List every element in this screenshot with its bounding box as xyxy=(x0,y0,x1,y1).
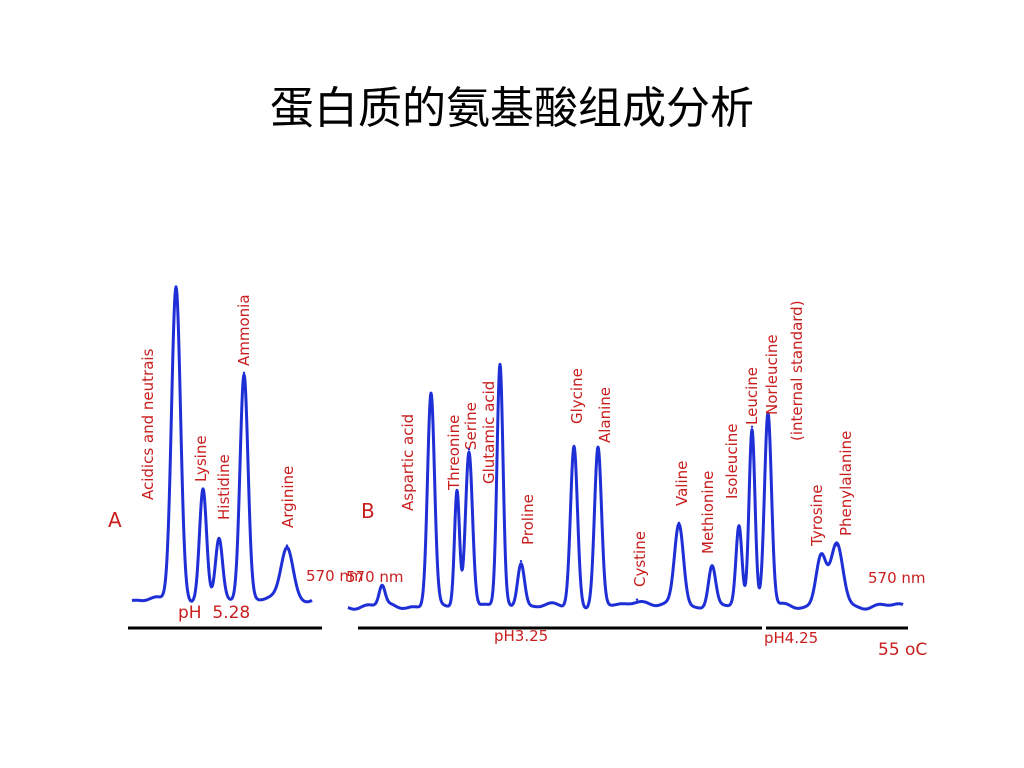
panel-a-peak-label-1: Lysine xyxy=(192,435,210,482)
panel-b-buffer-ph325: pH3.25 xyxy=(494,627,548,645)
panel-b-peak-label-11: Isoleucine xyxy=(723,424,741,499)
panel-b-peak-label-13: Norleucine xyxy=(763,334,781,415)
panel-b-peak-label-2: Serine xyxy=(462,402,480,450)
panel-a-peak-2 xyxy=(217,538,221,541)
panel-a-peak-0 xyxy=(174,285,178,288)
panel-b-peak-15 xyxy=(835,544,839,547)
panel-b-peak-label-7: Alanine xyxy=(596,387,614,443)
panel-a-peak-label-4: Arginine xyxy=(279,466,297,528)
panel-b-peak-label-0: Aspartic acid xyxy=(399,414,417,511)
panel-b-peak-label-6: Glycine xyxy=(568,368,586,424)
panel-b-peak-14 xyxy=(819,553,823,556)
panel-b-peak-label-9: Valine xyxy=(673,461,691,506)
panel-a-peak-label-3: Ammonia xyxy=(235,294,253,366)
panel-a-wavelength: 570 nm xyxy=(306,567,364,585)
panel-a-trace-line xyxy=(131,285,313,604)
panel-b-peak-2 xyxy=(455,489,459,492)
panel-b-peak-13 xyxy=(766,412,770,416)
panel-b-peak-label-15: Phenylalanine xyxy=(837,431,855,536)
panel-b-peak-label-3: Glutamic acid xyxy=(480,381,498,484)
panel-a-peak-label-0: Acidics and neutrais xyxy=(139,348,157,500)
panel-b-peak-4 xyxy=(498,364,502,368)
panel-b-temperature: 55 oC xyxy=(878,640,927,660)
panel-b-buffer-ph425: pH4.25 xyxy=(764,629,818,647)
panel-b-peak-12 xyxy=(750,425,754,428)
panel-b-peak-7 xyxy=(596,448,600,451)
panel-b-peak-8 xyxy=(635,598,639,601)
panel-b-peak-11 xyxy=(737,524,741,528)
panel-b-peak-5 xyxy=(519,560,523,563)
panel-b-peak-label-8: Cystine xyxy=(631,531,649,587)
panel-b-peak-label-1: Threonine xyxy=(445,415,463,491)
panel-b-peak-label-14: Tyrosine xyxy=(808,485,826,547)
panel-b-peak-0 xyxy=(380,585,384,588)
panel-b-peak-label-5: Proline xyxy=(519,494,537,545)
panel-a-peak-3 xyxy=(242,371,246,374)
panel-b-plot: Aspartic acid Threonine Serine Glutamic aci… xyxy=(347,300,904,611)
panel-b-peak-1 xyxy=(429,393,433,396)
panel-b-trace-line xyxy=(347,362,904,611)
panel-a-peak-1 xyxy=(201,490,205,493)
panel-a-peak-label-2: Histidine xyxy=(215,454,233,520)
panel-b-peak-label-10: Methionine xyxy=(699,471,717,554)
panel-a-peak-4 xyxy=(285,544,289,547)
slide-title: 蛋白质的氨基酸组成分析 xyxy=(270,83,754,134)
panel-b-peak-10 xyxy=(710,566,714,569)
panel-b-peak-9 xyxy=(677,521,681,524)
panel-a-plot: Acidics and neutrais Lysine Histidine Ammon… xyxy=(131,285,313,604)
panel-b-label: B xyxy=(361,499,375,523)
panel-b-peak-3 xyxy=(467,448,471,451)
panel-a-condition: pH 5.28 xyxy=(178,603,250,623)
panel-b-peak-label-13-sub: (internal standard) xyxy=(788,300,806,441)
panel-b-peak-6 xyxy=(572,444,576,448)
panel-b-wavelength-left: 570 nm xyxy=(346,568,404,586)
panel-b-peak-label-12: Leucine xyxy=(743,367,761,425)
panel-b-wavelength-right: 570 nm xyxy=(868,569,926,587)
panel-a-label: A xyxy=(108,508,122,532)
